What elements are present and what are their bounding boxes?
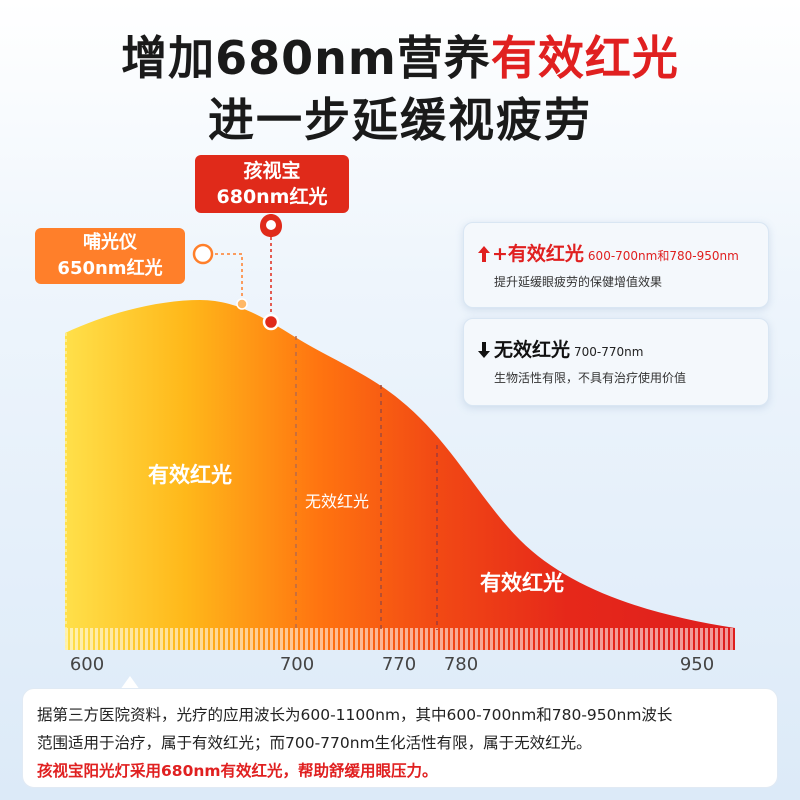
note-line-2: 范围适用于治疗，属于有效红光；而700-770nm生化活性有限，属于无效红光。 <box>37 734 592 752</box>
spectrum-chart: 有效红光 无效红光 有效红光 600 700 770 780 950 <box>65 214 735 675</box>
legend-effective-label: +有效红光 <box>492 243 584 265</box>
legend-ineffective-heading: 无效红光 700-770nm <box>478 335 643 363</box>
headline-prefix: 增加680nm营养 <box>121 31 491 85</box>
product-callout: 孩视宝 680nm红光 <box>195 155 349 213</box>
spectrum-baseline-stripes <box>65 628 735 650</box>
legend-card-ineffective: 无效红光 700-770nm 生物活性有限，不具有治疗使用价值 <box>463 318 769 406</box>
region-label-effective-1: 有效红光 <box>148 463 232 487</box>
legend-ineffective-desc: 生物活性有限，不具有治疗使用价值 <box>494 371 687 385</box>
competitor-callout-line2: 650nm红光 <box>57 258 163 279</box>
headline-line-1: 增加680nm营养有效红光 <box>0 22 800 88</box>
source-note: 据第三方医院资料，光疗的应用波长为600-1100nm，其中600-700nm和… <box>22 688 778 788</box>
spectrum-area <box>65 300 735 650</box>
legend-ineffective-range: 700-770nm <box>574 345 644 359</box>
x-tick-700: 700 <box>280 654 314 675</box>
region-label-ineffective: 无效红光 <box>305 492 369 511</box>
competitor-leader-line <box>215 253 243 300</box>
legend-effective-heading: +有效红光 600-700nm和780-950nm <box>478 239 739 267</box>
legend-effective-range: 600-700nm和780-950nm <box>587 249 739 263</box>
product-callout-line1: 孩视宝 <box>243 160 301 182</box>
legend-ineffective-label: 无效红光 <box>494 339 571 361</box>
x-tick-950: 950 <box>680 654 714 675</box>
note-pointer <box>120 676 140 690</box>
competitor-callout: 哺光仪 650nm红光 <box>35 228 185 284</box>
arrow-up-icon <box>478 245 490 267</box>
legend-card-effective: +有效红光 600-700nm和780-950nm 提升延缓眼疲劳的保健增值效果 <box>463 222 769 308</box>
legend-effective-desc: 提升延缓眼疲劳的保健增值效果 <box>494 275 663 289</box>
region-label-effective-2: 有效红光 <box>480 571 564 595</box>
headline-highlight: 有效红光 <box>490 31 679 85</box>
x-tick-600: 600 <box>70 654 104 675</box>
product-point <box>262 313 280 331</box>
note-line-1: 据第三方医院资料，光疗的应用波长为600-1100nm，其中600-700nm和… <box>37 706 673 724</box>
x-tick-780: 780 <box>444 654 478 675</box>
arrow-down-icon <box>478 341 490 363</box>
headline-line-2: 进一步延缓视疲劳 <box>208 93 592 147</box>
competitor-callout-line1: 哺光仪 <box>83 232 137 253</box>
product-callout-line2: 680nm红光 <box>216 186 328 208</box>
competitor-point <box>236 298 248 310</box>
competitor-marker-ring <box>192 243 214 265</box>
note-line-3: 孩视宝阳光灯采用680nm有效红光，帮助舒缓用眼压力。 <box>37 762 438 780</box>
x-tick-770: 770 <box>382 654 416 675</box>
